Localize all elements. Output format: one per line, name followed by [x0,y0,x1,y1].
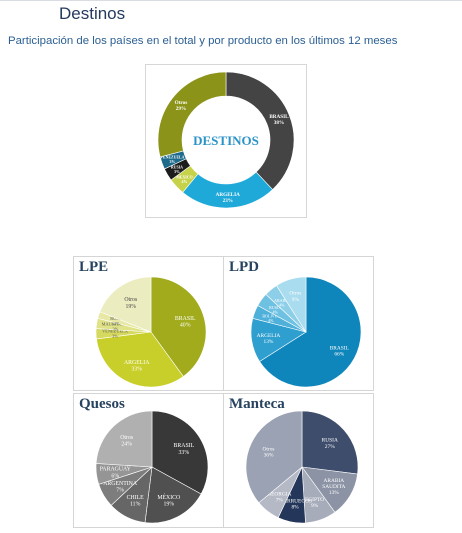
quesos-slice-otros [95,410,153,468]
lpd-chart-panel: LPD BRASIL 66% ARGELIA 13% BOLIVIA 4% RUSIA 4% A… [223,256,374,391]
manteca-label-georgia: GEORGIA 7% [267,491,291,503]
lpe-slice-argelia [96,331,184,388]
quesos-label-paraguay: PARAGUAY 6% [100,467,132,480]
destinos-label-venezuela: VENEZUELA 3% [160,156,184,164]
manteca-label-marruecos: MARRUECOS 8% [278,498,312,510]
quesos-label-argentina: ARGENTINA 7% [103,481,138,494]
manteca-slice-rusia [301,410,359,475]
quesos-label-mexico: MÉXICO 19% [157,493,180,508]
lpe-slice-brasil [150,276,207,377]
destinos-label-mexico: MEXICO 4% [176,175,192,183]
quesos-label-chile: CHILE 11% [127,495,145,508]
manteca-label-arabia-saudita: ARABIA SAUDITA 13% [322,478,345,496]
lpd-label-otros: Otros 9% [289,291,301,303]
lpd-chart-title: LPD [229,259,259,275]
destinos-label-rusia: RUSIA 3% [171,165,183,173]
manteca-label-rusia: RUSIA 27% [322,438,338,450]
destinos-slice-otros [157,71,227,158]
page-subtitle: Participación de los países en el total … [8,35,398,47]
lpe-slice-otros [99,276,152,333]
quesos-pie-chart: BRASIL 33% MÉXICO 19% CHILE 11%ARGENTINA 7%PAR… [95,410,209,524]
lpe-chart-panel: LPE BRASIL 40% ARGELIA 33% VENEZUELA 3% MAURIT… [73,256,224,391]
lpd-label-rusia: RUSIA 4% [269,305,281,315]
lpe-label-argelia: ARGELIA 33% [124,360,150,373]
destinos-slice-brasil [225,71,295,190]
quesos-chart-title: Quesos [79,396,125,412]
quesos-label-brasil: BRASIL 33% [174,443,195,456]
quesos-chart-panel: Quesos BRASIL 33% MÉXICO 19% CHILE 11% ARGENTI… [73,393,224,528]
lpe-pie-chart: BRASIL 40% ARGELIA 33% VENEZUELA 3%MAURITANIA… [95,276,207,388]
lpd-label-bolivia: BOLIVIA 4% [262,313,279,323]
destinos-label-brasil: BRASIL 38% [269,114,289,126]
destinos-chart-frame: BRASIL 38% ARGELIA 23% MEXICO 4% RUSIA 3% VENEZU… [145,64,307,218]
manteca-chart-panel: Manteca RUSIA 27% ARABIA SAUDITA 13% EGIPTO 9%… [223,393,374,528]
destinos-label-otros: Otros 29% [175,100,188,112]
lpe-label-brasil: BRASIL 40% [175,316,196,329]
destinos-center-label: DESTINOS [193,133,259,148]
destinos-label-argelia: ARGELIA 23% [216,192,240,204]
quesos-slice-mexico [144,466,202,524]
lpd-label-arabia: ARABIA 4% [274,298,290,308]
manteca-chart-title: Manteca [229,396,285,412]
lpd-label-brasil: BRASIL 66% [330,345,349,357]
lpd-label-argelia: ARGELIA 13% [257,333,281,345]
quesos-label-otros: Otros 24% [120,435,134,448]
destinos-donut-chart: BRASIL 38% ARGELIA 23% MEXICO 4% RUSIA 3%VENEZU… [157,71,295,209]
manteca-label-egipto: EGIPTO 9% [305,497,324,509]
lpd-slice-otros [276,276,307,334]
lpd-slice-brasil [259,276,362,388]
manteca-pie-chart: RUSIA 27% ARABIA SAUDITA 13%EGIPTO 9%MARRUECO… [245,410,359,524]
lpd-pie-chart: BRASIL 66% ARGELIA 13% BOLIVIA 4%RUSIA 4%ARABI… [250,276,362,388]
page-title: Destinos [59,4,126,23]
lpe-label-venezuela: VENEZUELA 3% [102,328,129,338]
lpe-label-mauritania: MAURITANIA 3% [102,322,131,332]
manteca-slice-otros [245,410,303,504]
quesos-slice-brasil [151,410,209,495]
lpe-label-otros: Otros 19% [124,297,138,310]
manteca-label-otros: Otros 36% [263,446,275,458]
top-divider [0,0,462,1]
lpe-chart-title: LPE [79,259,109,275]
